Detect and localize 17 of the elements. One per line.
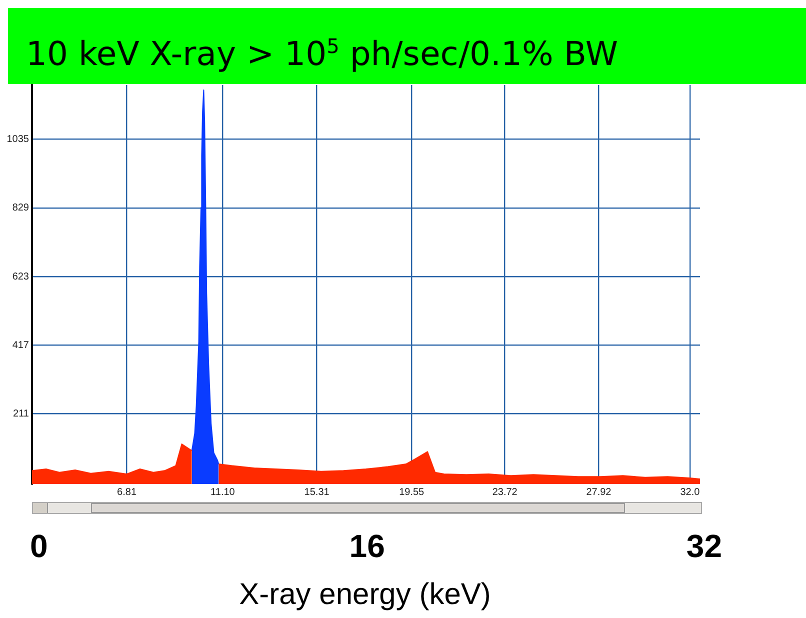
- chart-title: 10 keV X-ray > 10$^{5}$ ph/sec/0.1% BW: [8, 8, 806, 84]
- y-tick-label: 417: [12, 340, 30, 351]
- x-tick-label: 6.81: [117, 486, 137, 498]
- x-tick-label: 11.10: [210, 486, 236, 498]
- x-tick-label: 23.72: [492, 486, 518, 498]
- text: 32: [686, 528, 722, 565]
- x-tick-label: 15.31: [304, 486, 330, 498]
- x-axis-title: X-ray energy (keV): [238, 578, 492, 612]
- x-tick-label: 19.55: [399, 486, 425, 498]
- y-tick-label: 623: [12, 271, 30, 282]
- x-tick-label: 32.0: [680, 486, 700, 498]
- text: 0: [30, 528, 48, 565]
- y-tick-label: 1035: [6, 134, 30, 146]
- x-tick-label: 27.92: [586, 486, 612, 498]
- y-tick-label: 829: [12, 202, 30, 214]
- y-tick-label: 211: [13, 408, 30, 420]
- text: 16: [349, 528, 385, 565]
